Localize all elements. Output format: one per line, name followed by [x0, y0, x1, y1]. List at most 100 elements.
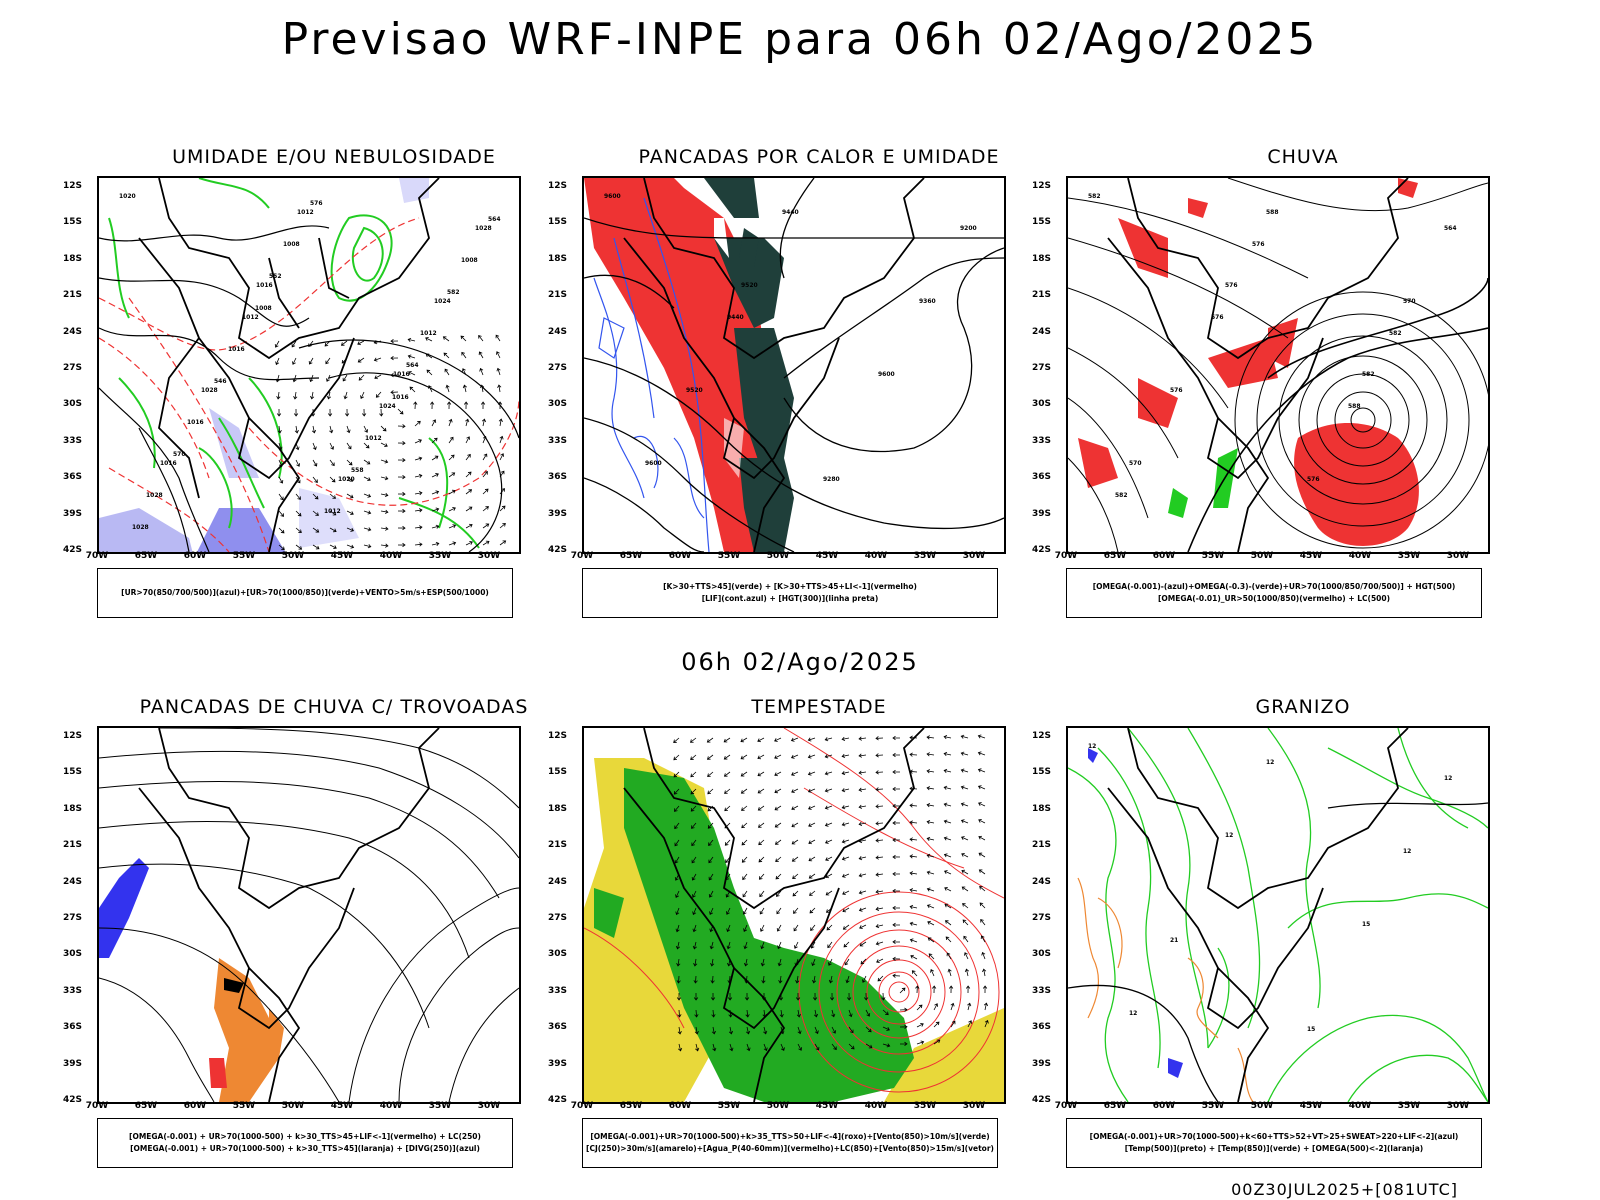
lon-tick-label: 35W — [1397, 1101, 1421, 1111]
wind-vector — [760, 958, 765, 967]
wind-vector — [373, 357, 382, 362]
lat-tick-label: 33S — [547, 435, 567, 446]
contour-label: 9600 — [878, 371, 895, 378]
wind-vector — [674, 839, 680, 847]
wind-vector — [448, 472, 456, 478]
wind-vector — [916, 1022, 924, 1028]
lat-tick-label: 30S — [62, 399, 82, 410]
wind-vector — [295, 459, 301, 467]
lon-tick-label: 30W — [1446, 551, 1470, 561]
wind-vector — [950, 1020, 956, 1028]
wind-vector — [858, 787, 867, 792]
lon-tick-label: 60W — [1152, 551, 1176, 561]
country-borders — [138, 178, 440, 552]
wind-vector — [497, 384, 502, 393]
wind-vector — [499, 505, 506, 512]
wind-vector — [478, 351, 484, 359]
lon-tick-label: 65W — [619, 1101, 643, 1111]
wind-vector — [875, 924, 884, 929]
wind-vector — [291, 340, 297, 348]
wind-vector — [448, 418, 453, 427]
wind-vector — [858, 907, 867, 912]
wind-vector — [842, 924, 850, 930]
wind-vector — [811, 958, 816, 967]
wind-vector — [390, 355, 399, 361]
wind-vector — [831, 1043, 837, 1051]
map-pancadas-calor: 9600 9520 9600 9600 9440 9360 9520 9280 9200 9440 — [582, 176, 1006, 554]
wind-vector — [926, 786, 935, 791]
lat-tick-label: 42S — [62, 1095, 82, 1105]
wind-vector — [465, 489, 473, 495]
lon-tick-label: 50W — [766, 551, 790, 561]
contour-labels: 12 12 15 12 12 12 21 15 12 — [1088, 743, 1452, 1033]
legend-line: [OMEGA(-0.001)+UR>70(1000-500)+k<60+TTS>… — [1089, 1132, 1459, 1141]
wind-vector — [774, 805, 782, 811]
contour-label: 564 — [1444, 225, 1457, 232]
lat-tick-label: 39S — [547, 1058, 567, 1069]
contour-label: 1028 — [146, 492, 163, 499]
wind-vector — [808, 822, 816, 828]
wind-vector — [859, 941, 867, 947]
lat-tick-label: 30S — [62, 949, 82, 960]
country-borders — [1107, 728, 1409, 1102]
map-pancadas-calor-svg: 9600 9520 9600 9600 9440 9360 9520 9280 9200 9440 — [584, 178, 1004, 552]
wind-vector — [278, 442, 283, 451]
contour-label: 1028 — [475, 225, 492, 232]
wind-vector — [960, 751, 969, 756]
lat-tick-label: 42S — [1031, 545, 1051, 555]
wind-vector — [674, 822, 680, 830]
lat-tick-label: 15S — [62, 767, 82, 778]
lon-tick-label: 35W — [428, 551, 452, 561]
contour-label: 582 — [1088, 193, 1101, 200]
lat-tick-label: 24S — [547, 326, 567, 337]
wind-vector — [892, 735, 901, 741]
wind-vector — [899, 1024, 908, 1029]
wind-vector — [892, 956, 901, 961]
lat-axis: 12S 15S 18S 21S 24S 27S 30S 33S 36S 39S 42S — [1017, 726, 1051, 1105]
wind-vector — [278, 544, 285, 551]
wind-vector — [691, 856, 697, 864]
wind-vector — [726, 941, 731, 950]
wind-vector — [414, 491, 423, 496]
wind-vector — [363, 510, 372, 515]
panel-title: CHUVA — [1267, 146, 1339, 168]
lat-tick-label: 21S — [1031, 290, 1051, 301]
wind-vector — [926, 735, 935, 740]
wind-vector — [791, 805, 799, 811]
panel-pancadas-calor: PANCADAS POR CALOR E UMIDADE 12S 15S 18S 21… — [548, 146, 1069, 646]
wind-vector — [961, 852, 969, 858]
geopotential-500-contours — [1187, 277, 1488, 552]
wind-vector — [689, 737, 697, 743]
wind-vector — [875, 906, 884, 911]
wind-vector — [841, 770, 850, 776]
wind-vector — [860, 958, 867, 965]
wind-vector — [482, 523, 490, 529]
wind-vector — [792, 890, 799, 897]
wind-vector — [673, 754, 680, 761]
wind-vector — [892, 854, 901, 860]
wind-vector — [707, 771, 714, 777]
wind-vector — [829, 992, 835, 1001]
contour-labels: 582 576 582 570 588 570 576 576 564 576 588 582 576 5… — [1088, 193, 1457, 499]
legend-chuva: [OMEGA(-0.001)-(azul)+OMEGA(-0.3)-(verde… — [1066, 568, 1482, 618]
wind-vector — [742, 907, 748, 915]
wind-vector — [465, 418, 470, 427]
wind-vector — [707, 788, 714, 795]
wind-vector — [673, 771, 680, 778]
contour-label: 570 — [1403, 298, 1416, 305]
map-trovoadas-svg — [99, 728, 519, 1102]
wind-vector — [779, 1009, 784, 1018]
wind-vector — [927, 937, 935, 943]
wind-vector — [875, 855, 884, 860]
wind-vector — [909, 820, 918, 825]
contour-label: 1020 — [119, 193, 136, 200]
wind-vector — [363, 527, 372, 532]
wind-vector — [841, 753, 850, 759]
contour-label: 576 — [310, 200, 323, 207]
lat-tick-label: 30S — [1031, 949, 1051, 960]
contour-label: 1028 — [132, 524, 149, 531]
lon-tick-label: 70W — [570, 1101, 594, 1111]
lon-tick-label: 50W — [766, 1101, 790, 1111]
wind-vector — [329, 493, 336, 499]
wind-vector — [373, 340, 382, 345]
